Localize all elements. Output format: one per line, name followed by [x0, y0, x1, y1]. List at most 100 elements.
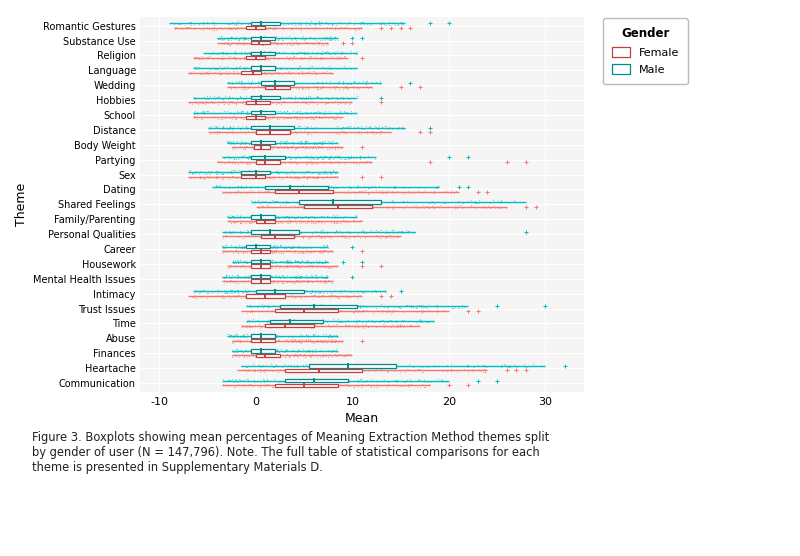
Point: [262, 346, 275, 355]
Point: [373, 187, 386, 196]
Point: [291, 171, 304, 180]
Point: [270, 159, 283, 168]
Point: [214, 286, 226, 295]
Point: [291, 174, 304, 183]
Point: [214, 167, 226, 176]
Point: [317, 241, 330, 250]
Point: [348, 78, 361, 87]
Point: [347, 21, 360, 29]
Point: [277, 157, 290, 166]
Point: [226, 211, 239, 220]
Point: [306, 230, 318, 239]
Point: [388, 183, 401, 192]
Point: [254, 291, 267, 300]
Point: [501, 362, 514, 371]
Point: [334, 108, 346, 117]
Point: [298, 306, 310, 315]
Point: [313, 212, 326, 221]
Point: [196, 106, 209, 115]
Point: [294, 153, 306, 162]
Point: [255, 70, 268, 78]
Point: [314, 54, 326, 63]
Point: [358, 128, 371, 137]
Point: [274, 138, 287, 147]
Point: [271, 335, 284, 344]
Point: [240, 49, 253, 58]
Point: [322, 65, 334, 74]
Point: [184, 18, 197, 27]
Point: [343, 98, 356, 107]
Point: [285, 138, 298, 147]
Point: [214, 23, 226, 32]
Point: [354, 121, 367, 130]
Point: [306, 287, 318, 296]
Point: [235, 48, 248, 57]
Point: [391, 186, 404, 195]
Point: [227, 137, 240, 146]
Point: [310, 48, 323, 57]
Point: [210, 96, 223, 105]
Point: [258, 331, 270, 340]
Point: [261, 19, 274, 28]
Point: [294, 22, 307, 31]
Point: [373, 181, 386, 190]
Point: [222, 213, 234, 222]
Point: [403, 381, 416, 390]
Point: [245, 79, 258, 88]
Point: [420, 318, 433, 327]
Point: [536, 361, 549, 370]
Point: [258, 293, 270, 302]
Point: [386, 308, 398, 317]
Point: [221, 291, 234, 300]
Point: [409, 227, 422, 236]
Point: [305, 351, 318, 360]
Point: [306, 263, 319, 272]
Point: [258, 381, 271, 390]
Point: [249, 51, 262, 60]
Point: [358, 233, 371, 242]
Point: [300, 172, 313, 181]
Point: [231, 249, 244, 257]
Point: [196, 286, 209, 295]
Point: [210, 173, 223, 182]
Point: [346, 154, 359, 163]
Point: [263, 156, 276, 165]
Point: [336, 158, 349, 167]
Point: [223, 25, 236, 34]
Point: [312, 306, 325, 315]
Point: [334, 156, 346, 165]
Point: [302, 143, 315, 152]
Point: [363, 122, 376, 131]
Point: [182, 23, 194, 32]
Point: [230, 214, 243, 223]
Point: [305, 215, 318, 224]
Point: [272, 199, 285, 208]
Point: [240, 219, 253, 228]
Point: [321, 289, 334, 297]
Point: [278, 242, 291, 251]
Point: [266, 77, 279, 86]
Point: [324, 335, 337, 344]
Point: [294, 212, 307, 221]
Point: [286, 203, 299, 212]
Point: [387, 226, 400, 235]
Point: [325, 137, 338, 146]
Point: [284, 260, 297, 269]
Point: [483, 198, 496, 207]
Point: [332, 79, 345, 88]
Point: [494, 196, 507, 205]
Point: [391, 20, 404, 29]
Point: [352, 291, 365, 300]
Point: [324, 263, 337, 272]
Point: [290, 350, 303, 359]
Point: [265, 286, 278, 295]
Point: [263, 277, 276, 286]
Point: [251, 141, 264, 150]
Point: [226, 67, 239, 76]
Point: [358, 226, 370, 235]
Point: [262, 380, 274, 389]
Point: [310, 171, 323, 180]
Point: [242, 351, 255, 360]
Point: [238, 144, 251, 153]
Point: [187, 107, 200, 116]
